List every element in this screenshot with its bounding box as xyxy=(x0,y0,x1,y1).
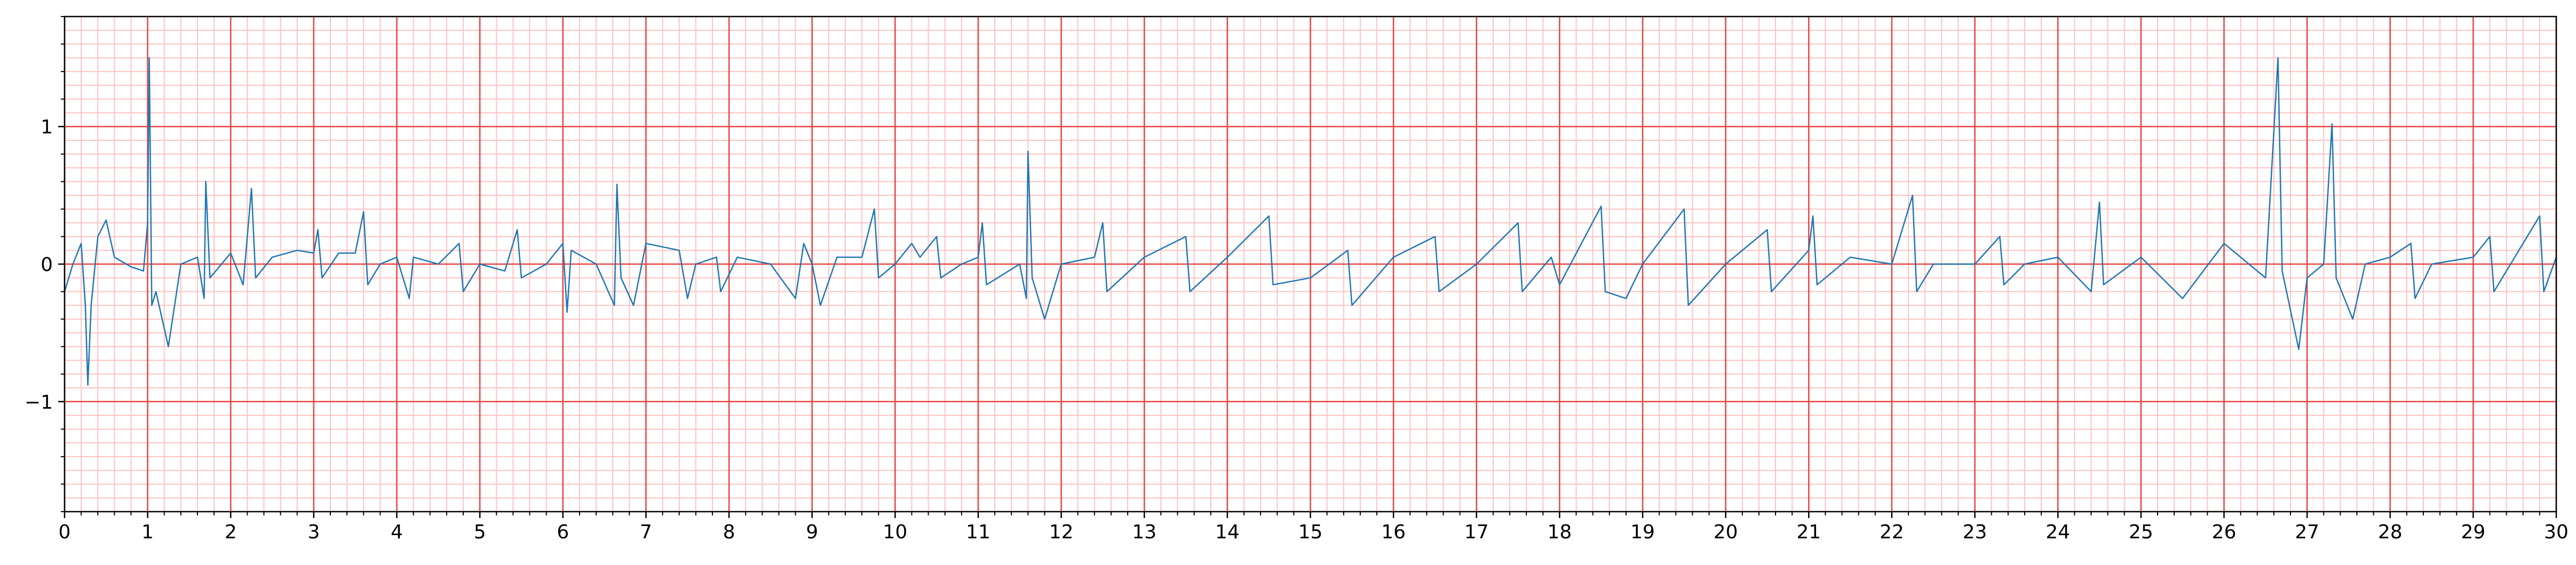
x-tick-label: 7 xyxy=(640,521,652,543)
plot-frame xyxy=(64,15,2557,513)
x-tick-label: 25 xyxy=(2129,521,2153,543)
x-tick-label: 19 xyxy=(1630,521,1655,543)
x-tick-label: 29 xyxy=(2461,521,2485,543)
x-tick-label: 2 xyxy=(225,521,237,543)
x-tick-label: 10 xyxy=(883,521,907,543)
x-tick-label: 1 xyxy=(141,521,154,543)
x-tick-label: 18 xyxy=(1547,521,1572,543)
y-tick-label: −1 xyxy=(25,392,53,413)
x-tick-label: 6 xyxy=(557,521,569,543)
x-tick-label: 21 xyxy=(1796,521,1821,543)
x-tick-label: 12 xyxy=(1049,521,1074,543)
y-tick-label: 0 xyxy=(41,254,53,276)
x-tick-label: 4 xyxy=(391,521,403,543)
x-tick-label: 14 xyxy=(1215,521,1240,543)
x-tick-label: 27 xyxy=(2295,521,2319,543)
x-tick-label: 17 xyxy=(1464,521,1489,543)
x-tick-label: 11 xyxy=(966,521,990,543)
y-tick-label: 1 xyxy=(41,116,53,138)
x-tick-label: 28 xyxy=(2378,521,2403,543)
x-tick-label: 30 xyxy=(2544,521,2569,543)
x-tick-label: 15 xyxy=(1298,521,1323,543)
x-tick-label: 16 xyxy=(1381,521,1406,543)
x-tick-label: 26 xyxy=(2212,521,2237,543)
x-tick-label: 5 xyxy=(474,521,486,543)
x-tick-label: 13 xyxy=(1132,521,1156,543)
x-tick-label: 8 xyxy=(723,521,735,543)
x-tick-label: 20 xyxy=(1714,521,1738,543)
x-tick-label: 23 xyxy=(1963,521,1987,543)
x-tick-label: 3 xyxy=(307,521,320,543)
x-tick-label: 22 xyxy=(1880,521,1904,543)
signal-line xyxy=(64,57,2557,386)
x-tick-label: 0 xyxy=(59,521,71,543)
x-tick-label: 24 xyxy=(2046,521,2070,543)
x-tick-label: 9 xyxy=(806,521,818,543)
